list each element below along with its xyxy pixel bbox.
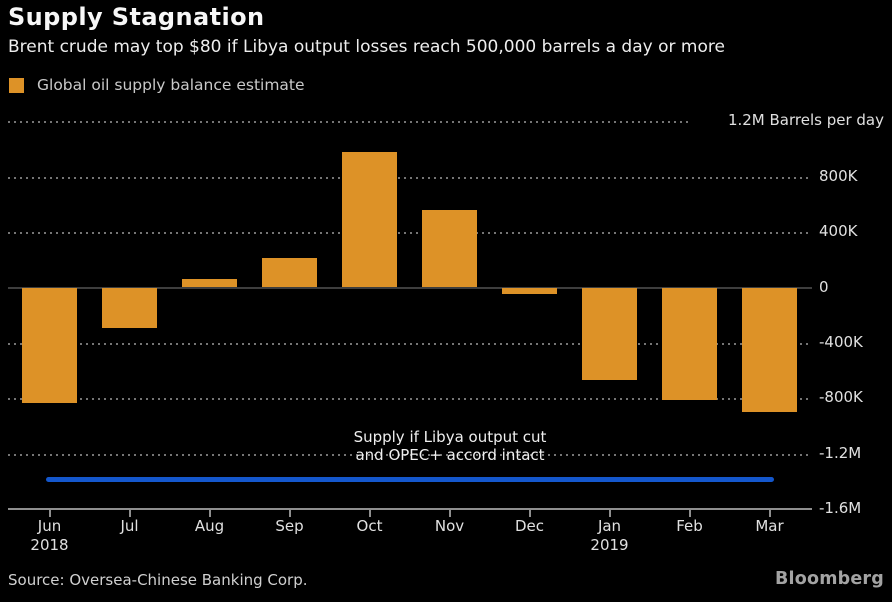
y-tick-label: 1.2M Barrels per day <box>727 111 884 130</box>
bar-jan <box>582 287 637 381</box>
bar-sep <box>262 257 317 288</box>
x-axis-line <box>8 507 812 510</box>
gridline <box>8 176 808 179</box>
x-axis-tick <box>48 509 51 517</box>
bar-jun <box>22 287 77 404</box>
x-axis-tick <box>208 509 211 517</box>
x-axis-tick <box>688 509 691 517</box>
gridline <box>8 121 690 124</box>
reference-line-label-line: Supply if Libya output cut <box>353 428 547 446</box>
page-title: Supply Stagnation <box>8 3 265 31</box>
y-tick-label: -1.6M <box>819 498 862 517</box>
x-tick-label-aug: Aug <box>194 517 225 535</box>
x-axis-tick <box>448 509 451 517</box>
x-axis-tick <box>128 509 131 517</box>
x-axis-tick <box>368 509 371 517</box>
x-axis-tick <box>288 509 291 517</box>
x-tick-year-label: 2019 <box>590 536 629 554</box>
bar-mar <box>742 287 797 413</box>
x-tick-label-dec: Dec <box>514 517 545 535</box>
x-tick-label-jan: Jan 2019 <box>570 517 650 555</box>
bloomberg-logo: Bloomberg <box>775 569 884 589</box>
x-tick-label-feb: Feb <box>676 517 703 535</box>
y-tick-label: 0 <box>819 277 829 296</box>
x-axis-tick <box>768 509 771 517</box>
y-tick-label: 400K <box>819 222 858 241</box>
x-tick-label-nov: Nov <box>434 517 465 535</box>
y-tick-label: -400K <box>819 332 863 351</box>
bar-dec <box>502 287 557 295</box>
gridline <box>8 398 808 401</box>
bar-nov <box>422 210 477 288</box>
legend: Global oil supply balance estimate <box>9 76 305 94</box>
bar-oct <box>342 151 397 288</box>
gridline <box>8 342 808 345</box>
x-axis-tick <box>528 509 531 517</box>
y-tick-label: -800K <box>819 388 863 407</box>
y-tick-label: -1.2M <box>819 443 862 462</box>
x-axis-tick <box>608 509 611 517</box>
bar-jul <box>102 287 157 328</box>
x-tick-label-jul: Jul <box>120 517 139 535</box>
x-tick-label-oct: Oct <box>356 517 383 535</box>
y-tick-label: 800K <box>819 166 858 185</box>
x-tick-label-mar: Mar <box>755 517 784 535</box>
zero-line <box>8 286 812 289</box>
x-tick-label-sep: Sep <box>275 517 304 535</box>
legend-swatch-icon <box>9 77 24 93</box>
reference-line-label: Supply if Libya output cut and OPEC+ acco… <box>280 428 620 464</box>
gridline <box>8 232 808 235</box>
reference-line-label-line: and OPEC+ accord intact <box>355 446 545 464</box>
gridline <box>8 453 808 456</box>
x-tick-year-label: 2018 <box>30 536 69 554</box>
bar-aug <box>182 279 237 288</box>
reference-line <box>45 477 774 483</box>
legend-label: Global oil supply balance estimate <box>37 76 305 94</box>
chart-subtitle: Brent crude may top $80 if Libya output … <box>8 37 725 57</box>
source-text: Source: Oversea-Chinese Banking Corp. <box>8 571 308 589</box>
bar-feb <box>662 287 717 400</box>
x-tick-label-jun: Jun 2018 <box>10 517 90 555</box>
